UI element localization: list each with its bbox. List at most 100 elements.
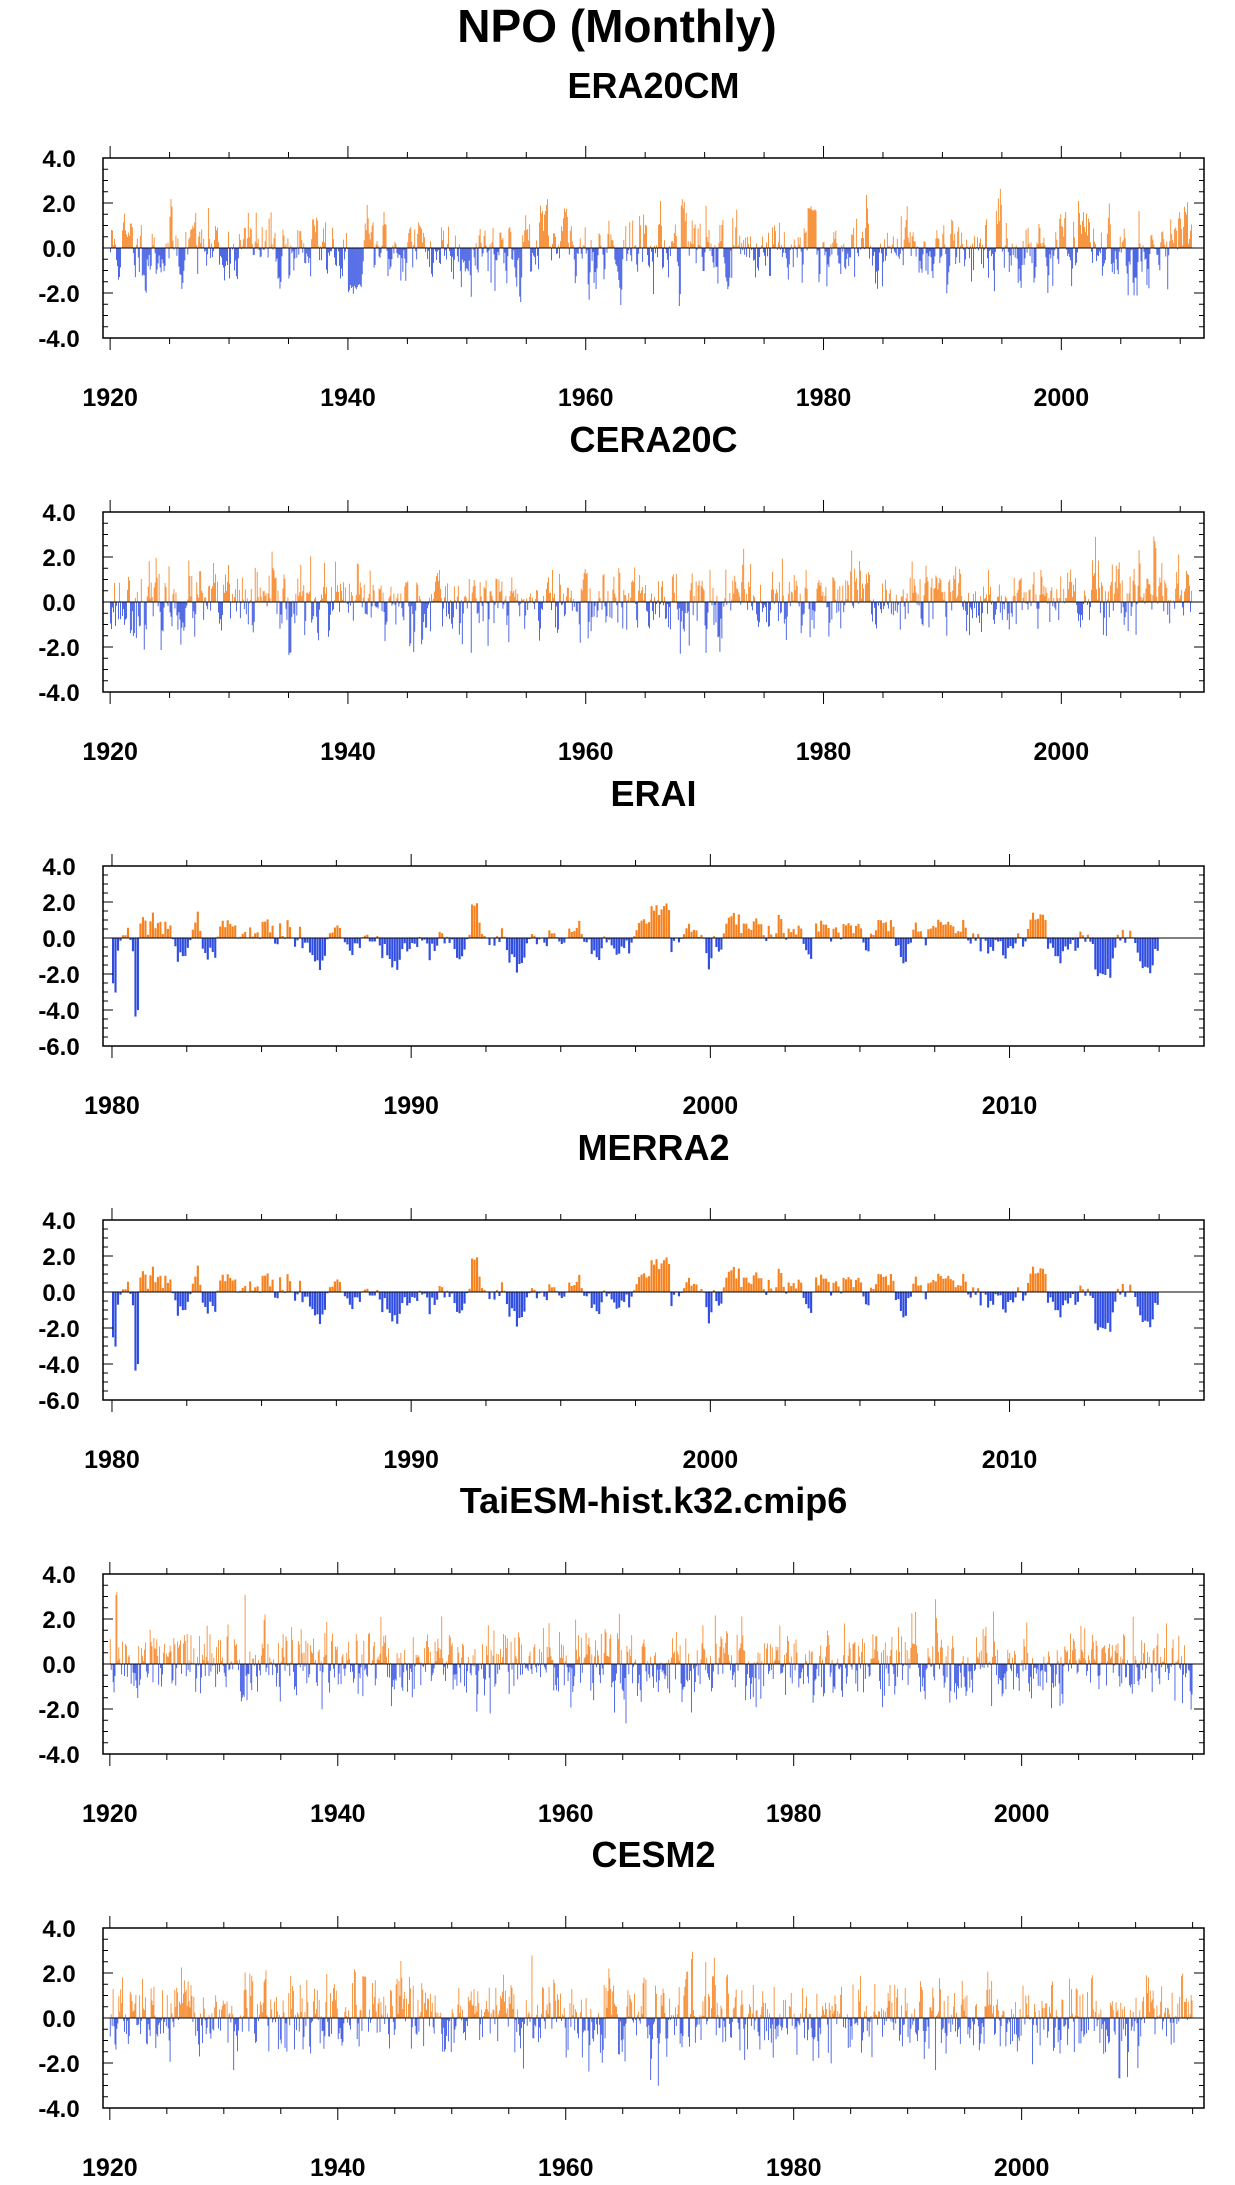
bar [991, 248, 993, 254]
bar [356, 938, 359, 944]
bar [584, 568, 586, 602]
bar [231, 2005, 233, 2018]
bar [1130, 248, 1132, 251]
bar [128, 2018, 130, 2037]
bar [937, 1632, 938, 1664]
bar [984, 248, 985, 250]
bar [237, 2018, 238, 2052]
bar [903, 239, 905, 248]
bar [403, 1664, 405, 1673]
bar [558, 248, 560, 259]
bar [927, 248, 929, 275]
bar [454, 235, 456, 248]
bar [704, 602, 706, 626]
bar [1044, 1274, 1047, 1292]
bar [636, 248, 638, 265]
bar [950, 1664, 952, 1692]
bar [273, 570, 275, 602]
bar [464, 248, 466, 272]
bar [633, 1290, 636, 1292]
bar [919, 1664, 920, 1677]
bar [398, 248, 400, 255]
bar [417, 1999, 419, 2018]
bar [1135, 1660, 1137, 1664]
bar [209, 938, 212, 948]
bar [499, 232, 501, 248]
bar [1094, 241, 1095, 248]
bar [1142, 1664, 1144, 1671]
bar [1147, 578, 1149, 602]
bar [917, 931, 920, 938]
bar [963, 602, 965, 610]
x-tick-label: 2010 [982, 1446, 1038, 1474]
bar [757, 248, 758, 268]
bar [174, 938, 177, 947]
bar [406, 582, 408, 602]
bar [532, 248, 534, 253]
bar [1041, 576, 1043, 602]
bar [286, 1274, 289, 1292]
bar [204, 1292, 207, 1307]
bar [1026, 928, 1030, 938]
bar [461, 938, 464, 957]
bar [370, 232, 372, 248]
bar [1098, 1664, 1100, 1690]
bar [164, 1275, 167, 1292]
bar [905, 219, 907, 248]
bar [844, 925, 848, 938]
bar [719, 1646, 721, 1664]
bar [862, 231, 864, 248]
bar [303, 2018, 305, 2037]
bar [178, 248, 180, 267]
bar [1178, 1635, 1180, 1664]
bar [871, 1659, 873, 1664]
bar [267, 593, 269, 602]
bar [694, 224, 696, 248]
bar [1014, 938, 1017, 944]
bar [663, 248, 664, 268]
bar [122, 1641, 123, 1664]
bar [625, 226, 627, 248]
bar [600, 1292, 603, 1303]
bar [954, 579, 956, 602]
bar [326, 587, 327, 602]
bar [113, 602, 114, 613]
bar [339, 2018, 341, 2028]
bar [692, 244, 694, 248]
bar [1002, 602, 1004, 605]
bar [634, 1661, 635, 1664]
bar [977, 1658, 979, 1664]
bar [1114, 1651, 1116, 1664]
bar [787, 248, 789, 280]
bar [590, 602, 592, 632]
bar [777, 602, 779, 622]
bar [178, 602, 180, 613]
bar [176, 1292, 179, 1316]
bar [760, 584, 761, 602]
bar [266, 602, 268, 607]
bar [732, 218, 734, 248]
bar [1010, 248, 1012, 266]
bar [210, 2018, 212, 2039]
bar [324, 1633, 326, 1664]
bar [414, 602, 416, 632]
bar [776, 248, 778, 250]
bar [192, 2018, 194, 2023]
y-tick-label: 2.0 [42, 545, 75, 572]
bar [374, 602, 376, 607]
bar [111, 229, 112, 248]
bar [191, 1283, 194, 1292]
bar [423, 938, 426, 940]
bar [780, 244, 782, 248]
bar [148, 2018, 150, 2030]
bar [496, 248, 498, 261]
bar [512, 248, 514, 260]
bar [443, 938, 446, 944]
chart-panel: TaiESM-hist.k32.cmip64.02.00.0-2.0-4.019… [38, 1480, 1205, 1828]
bar [778, 582, 780, 602]
bar [562, 593, 564, 602]
bar [447, 243, 448, 248]
bar [1064, 602, 1066, 604]
bar [524, 602, 526, 629]
bar [850, 1664, 852, 1667]
